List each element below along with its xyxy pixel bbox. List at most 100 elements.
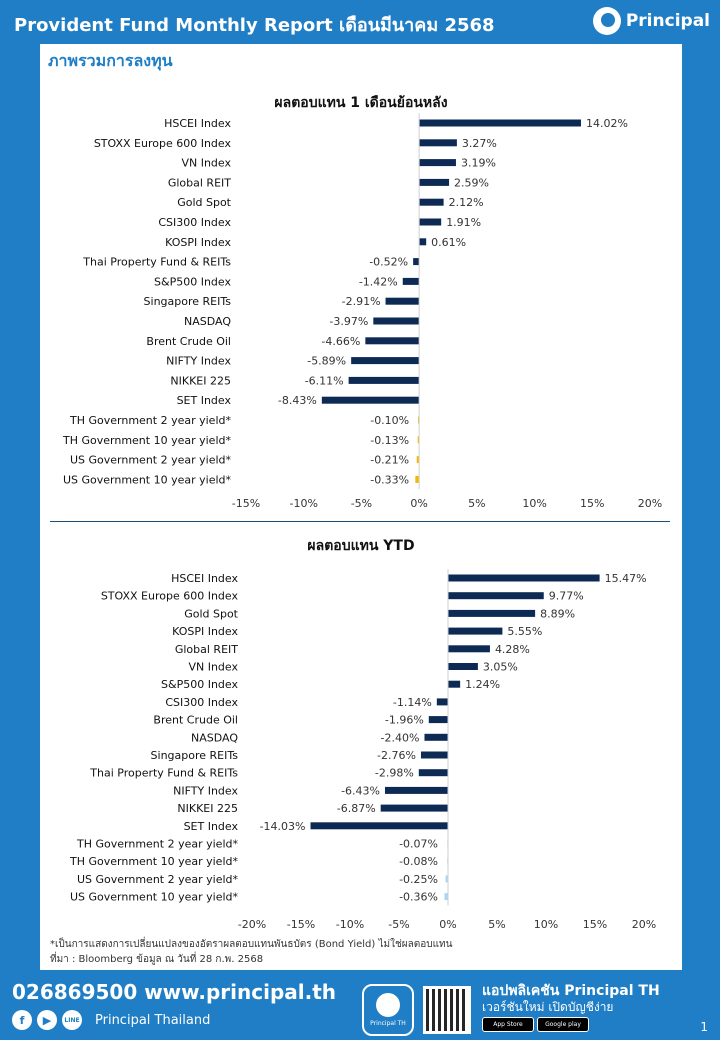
bar-brent-crude-oil	[428, 716, 448, 724]
category-label-set-index: SET Index	[177, 394, 232, 407]
chart-1m-title: ผลตอบแทน 1 เดือนย้อนหลัง	[274, 95, 448, 111]
bar-us-government-2-year-yield	[416, 456, 420, 464]
category-label-singapore-reits: Singapore REITs	[151, 749, 239, 762]
social-links: f ▶ LINE Principal Thailand	[12, 1010, 210, 1030]
value-label-thai-property-fund-reits: -0.52%	[369, 256, 408, 269]
category-label-csi300-index: CSI300 Index	[165, 696, 238, 709]
bar-vn-index	[419, 159, 456, 167]
bar-vn-index	[448, 663, 478, 670]
category-label-hscei-index: HSCEI Index	[171, 572, 238, 585]
bar-singapore-reits	[420, 751, 448, 759]
value-label-singapore-reits: -2.91%	[342, 295, 381, 308]
value-label-singapore-reits: -2.76%	[377, 749, 416, 762]
contact-info[interactable]: 026869500 www.principal.th	[12, 980, 337, 1004]
category-label-us-government-2-year-yield: US Government 2 year yield*	[77, 873, 239, 886]
category-label-global-reit: Global REIT	[168, 176, 231, 189]
bar-th-government-10-year-yield	[417, 436, 420, 444]
tick-label: -15%	[287, 918, 315, 931]
report-header: Provident Fund Monthly Report เดือนมีนาค…	[0, 0, 720, 44]
app-store-badge[interactable]: App Store	[482, 1017, 534, 1032]
value-label-nikkei-225: -6.11%	[305, 374, 344, 387]
tick-label: 20%	[632, 918, 656, 931]
bar-nifty-index	[384, 786, 448, 794]
tick-label: 5%	[488, 918, 505, 931]
bar-th-government-2-year-yield	[417, 416, 420, 424]
value-label-nifty-index: -5.89%	[307, 355, 346, 368]
qr-code-icon	[423, 986, 471, 1034]
value-label-s-p500-index: 1.24%	[465, 678, 500, 691]
google-play-badge[interactable]: Google play	[537, 1017, 589, 1032]
bar-nikkei-225	[380, 804, 448, 812]
category-label-gold-spot: Gold Spot	[177, 196, 231, 209]
bar-kospi-index	[419, 238, 427, 246]
value-label-us-government-2-year-yield: -0.21%	[370, 454, 409, 467]
bar-kospi-index	[448, 627, 503, 635]
tick-label: -10%	[290, 497, 318, 510]
bar-thai-property-fund-reits	[413, 258, 420, 266]
value-label-csi300-index: -1.14%	[393, 696, 432, 709]
value-label-gold-spot: 2.12%	[449, 196, 484, 209]
bar-us-government-2-year-yield	[445, 875, 448, 883]
category-label-s-p500-index: S&P500 Index	[154, 275, 231, 288]
category-label-us-government-2-year-yield: US Government 2 year yield*	[70, 454, 232, 467]
principal-logo: Principal	[592, 7, 710, 35]
footnote-source: ที่มา : Bloomberg ข้อมูล ณ วันที่ 28 ก.พ…	[50, 954, 264, 965]
bar-singapore-reits	[385, 297, 420, 305]
app-subtitle: เวอร์ชันใหม่ เปิดบัญชีง่าย	[482, 1000, 614, 1014]
tick-label: 20%	[638, 497, 662, 510]
bar-hscei-index	[448, 574, 600, 582]
value-label-set-index: -14.03%	[260, 820, 306, 833]
tick-label: 15%	[580, 497, 604, 510]
value-label-th-government-10-year-yield: -0.08%	[399, 855, 438, 868]
chart-ytd-title: ผลตอบแทน YTD	[307, 538, 415, 554]
chart-1m-returns: HSCEI Index 14.02% STOXX Europe 600 Index 3…	[62, 113, 662, 510]
category-label-us-government-10-year-yield: US Government 10 year yield*	[63, 473, 232, 486]
app-title: แอปพลิเคชัน Principal TH	[482, 983, 660, 999]
value-label-us-government-10-year-yield: -0.33%	[370, 473, 409, 486]
section-title: ภาพรวมการลงทุน	[48, 51, 173, 70]
category-label-th-government-10-year-yield: TH Government 10 year yield*	[69, 855, 238, 868]
value-label-vn-index: 3.05%	[483, 661, 518, 674]
bar-s-p500-index	[448, 680, 461, 688]
category-label-singapore-reits: Singapore REITs	[144, 295, 232, 308]
category-label-brent-crude-oil: Brent Crude Oil	[146, 335, 231, 348]
bar-nikkei-225	[348, 376, 420, 384]
value-label-kospi-index: 0.61%	[431, 236, 466, 249]
bar-thai-property-fund-reits	[418, 769, 448, 777]
bar-global-reit	[448, 645, 490, 653]
category-label-set-index: SET Index	[184, 820, 239, 833]
bar-stoxx-europe-600-index	[419, 139, 457, 147]
category-label-us-government-10-year-yield: US Government 10 year yield*	[70, 891, 239, 904]
facebook-icon[interactable]: f	[12, 1010, 32, 1030]
category-label-hscei-index: HSCEI Index	[164, 117, 231, 130]
category-label-stoxx-europe-600-index: STOXX Europe 600 Index	[101, 590, 239, 603]
bar-nasdaq	[424, 733, 448, 741]
category-label-th-government-10-year-yield: TH Government 10 year yield*	[62, 434, 231, 447]
category-label-kospi-index: KOSPI Index	[165, 236, 231, 249]
value-label-hscei-index: 15.47%	[605, 572, 647, 585]
bar-us-government-10-year-yield	[444, 893, 448, 901]
bar-us-government-10-year-yield	[415, 475, 420, 483]
category-label-thai-property-fund-reits: Thai Property Fund & REITs	[89, 767, 238, 780]
value-label-gold-spot: 8.89%	[540, 607, 575, 620]
youtube-icon[interactable]: ▶	[37, 1010, 57, 1030]
chart-ytd-returns: HSCEI Index 15.47% STOXX Europe 600 Index 9…	[69, 569, 656, 931]
category-label-th-government-2-year-yield: TH Government 2 year yield*	[69, 414, 231, 427]
bar-global-reit	[419, 178, 450, 186]
category-label-th-government-2-year-yield: TH Government 2 year yield*	[76, 838, 238, 851]
tick-label: -5%	[388, 918, 409, 931]
bar-stoxx-europe-600-index	[448, 592, 544, 600]
category-label-nifty-index: NIFTY Index	[166, 355, 231, 368]
footnote-bond-yield: *เป็นการแสดงการเปลี่ยนแปลงของอัตราผลตอบแ…	[50, 939, 453, 950]
tick-label: 10%	[534, 918, 558, 931]
bar-csi300-index	[419, 218, 442, 226]
category-label-csi300-index: CSI300 Index	[158, 216, 231, 229]
category-label-vn-index: VN Index	[181, 157, 231, 170]
bar-gold-spot	[448, 609, 536, 617]
category-label-stoxx-europe-600-index: STOXX Europe 600 Index	[94, 137, 232, 150]
category-label-brent-crude-oil: Brent Crude Oil	[153, 714, 238, 727]
tick-label: -5%	[351, 497, 372, 510]
principal-app-icon[interactable]: Principal TH	[362, 984, 414, 1036]
line-icon[interactable]: LINE	[62, 1010, 82, 1030]
value-label-set-index: -8.43%	[278, 394, 317, 407]
